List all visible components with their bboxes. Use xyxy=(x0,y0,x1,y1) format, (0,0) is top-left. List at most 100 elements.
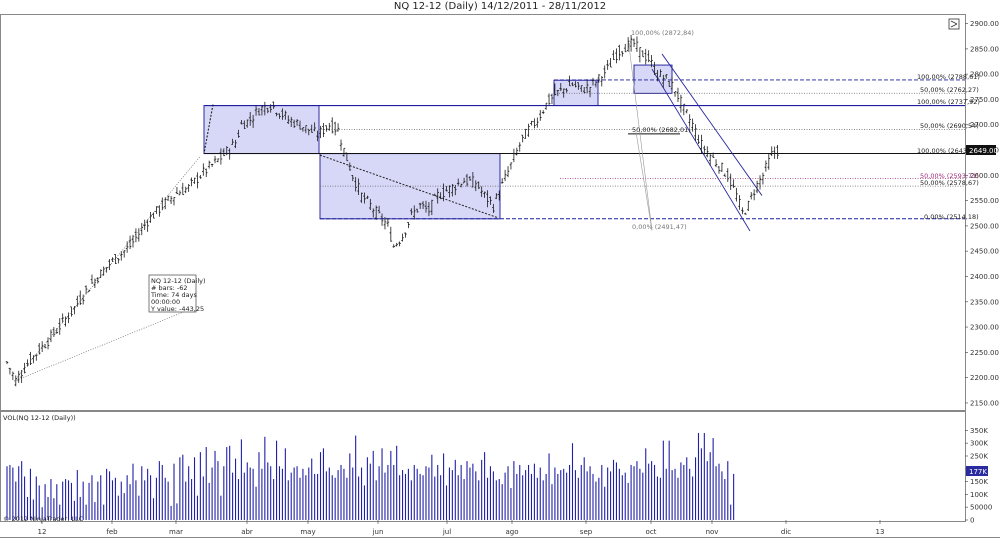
price-bar xyxy=(439,192,442,200)
price-bar xyxy=(231,138,234,145)
price-bar xyxy=(178,190,182,196)
price-bar xyxy=(32,355,35,364)
price-bar xyxy=(486,190,489,208)
chart-canvas[interactable]: 2900.002850.002800.002750.002700.002650.… xyxy=(0,14,1000,551)
price-bar xyxy=(213,155,217,164)
price-bar xyxy=(650,55,653,68)
price-bar xyxy=(462,177,466,184)
price-bar xyxy=(538,110,542,121)
price-bar xyxy=(682,103,686,116)
price-bar xyxy=(606,59,609,70)
close-panel-icon[interactable] xyxy=(948,18,960,30)
price-bar xyxy=(480,186,483,197)
fib-label: 50,00% (2762,27) xyxy=(920,86,979,94)
time-tick-label: ago xyxy=(505,528,518,536)
price-bar xyxy=(404,232,407,238)
price-bar xyxy=(140,223,144,236)
price-bar xyxy=(489,196,492,205)
fib-label: 100,00% (2643,16) xyxy=(917,147,980,155)
price-tick-label: 2800.00 xyxy=(970,71,999,79)
price-bar xyxy=(210,163,214,167)
price-bar xyxy=(688,114,691,127)
info-line: 00:00:00 xyxy=(151,298,180,306)
price-bar xyxy=(638,47,642,63)
price-bar xyxy=(369,198,372,211)
price-bar xyxy=(536,117,539,128)
price-bar xyxy=(500,178,504,184)
price-bar xyxy=(424,200,428,213)
price-bar xyxy=(354,177,357,192)
price-bar xyxy=(392,244,396,248)
price-bar xyxy=(351,175,355,182)
price-bar xyxy=(632,38,636,48)
price-bar xyxy=(389,226,393,242)
price-bar xyxy=(732,179,735,189)
price-bar xyxy=(515,147,519,156)
fib-label: 100,00% (2788,61) xyxy=(917,73,980,81)
price-bar xyxy=(284,110,287,120)
price-bar xyxy=(453,184,457,196)
price-bar xyxy=(187,183,190,192)
price-bar xyxy=(550,93,554,105)
info-line: NQ 12-12 (Daily) xyxy=(151,277,206,285)
price-bar xyxy=(90,274,94,284)
price-bar xyxy=(301,127,305,132)
price-bar xyxy=(735,187,738,202)
price-bar xyxy=(744,212,747,215)
price-bar xyxy=(122,250,126,258)
fib-label: 50,00% (2690,54) xyxy=(920,122,979,130)
fib-label: 50,00% (2682,01) xyxy=(632,126,691,134)
price-bar xyxy=(266,107,270,114)
price-bar xyxy=(705,146,709,158)
price-bar xyxy=(559,82,563,92)
price-bar xyxy=(380,213,384,226)
price-bar xyxy=(257,107,261,116)
price-bar xyxy=(383,216,387,230)
range-box xyxy=(633,64,673,94)
price-bar xyxy=(237,129,240,138)
price-bar xyxy=(629,34,633,52)
price-bar xyxy=(474,180,478,192)
info-line: Y value: -443,25 xyxy=(150,305,204,313)
price-bar xyxy=(172,197,176,206)
price-bar xyxy=(304,125,308,134)
price-bar xyxy=(307,128,311,136)
price-bar xyxy=(160,197,164,211)
fib-label: 50,00% (2593,71) xyxy=(920,172,979,180)
price-bar xyxy=(442,183,445,202)
price-bar xyxy=(492,203,495,214)
time-tick-label: may xyxy=(300,528,315,536)
price-bar xyxy=(618,44,621,61)
price-bar xyxy=(412,205,416,220)
price-bar xyxy=(55,328,59,334)
price-bar xyxy=(17,370,21,383)
price-bar xyxy=(448,185,451,198)
price-bar xyxy=(726,168,730,182)
price-bar xyxy=(377,205,381,214)
price-bar xyxy=(169,195,173,204)
last-price-value: 2649.00 xyxy=(969,147,998,155)
time-tick-label: sep xyxy=(580,528,593,536)
price-bar xyxy=(410,208,413,216)
price-bar xyxy=(87,289,91,293)
price-bar xyxy=(58,318,62,335)
price-bar xyxy=(776,145,779,160)
price-bar xyxy=(547,93,551,105)
last-volume-value: 177K xyxy=(969,468,987,476)
price-bar xyxy=(181,182,185,196)
price-bar xyxy=(521,134,524,143)
price-bar xyxy=(465,173,469,187)
price-bar xyxy=(11,371,15,381)
price-bar xyxy=(216,158,220,163)
price-bar xyxy=(196,172,199,189)
price-bar xyxy=(615,48,618,64)
price-bar xyxy=(234,139,237,149)
price-bar xyxy=(749,192,753,200)
price-bar xyxy=(653,61,656,75)
price-bar xyxy=(556,89,560,97)
price-bar xyxy=(240,119,243,125)
last-price-badge: 2649.00 xyxy=(966,145,998,155)
time-tick-label: 13 xyxy=(876,528,885,536)
price-bar xyxy=(263,101,267,116)
price-bar xyxy=(37,343,41,355)
